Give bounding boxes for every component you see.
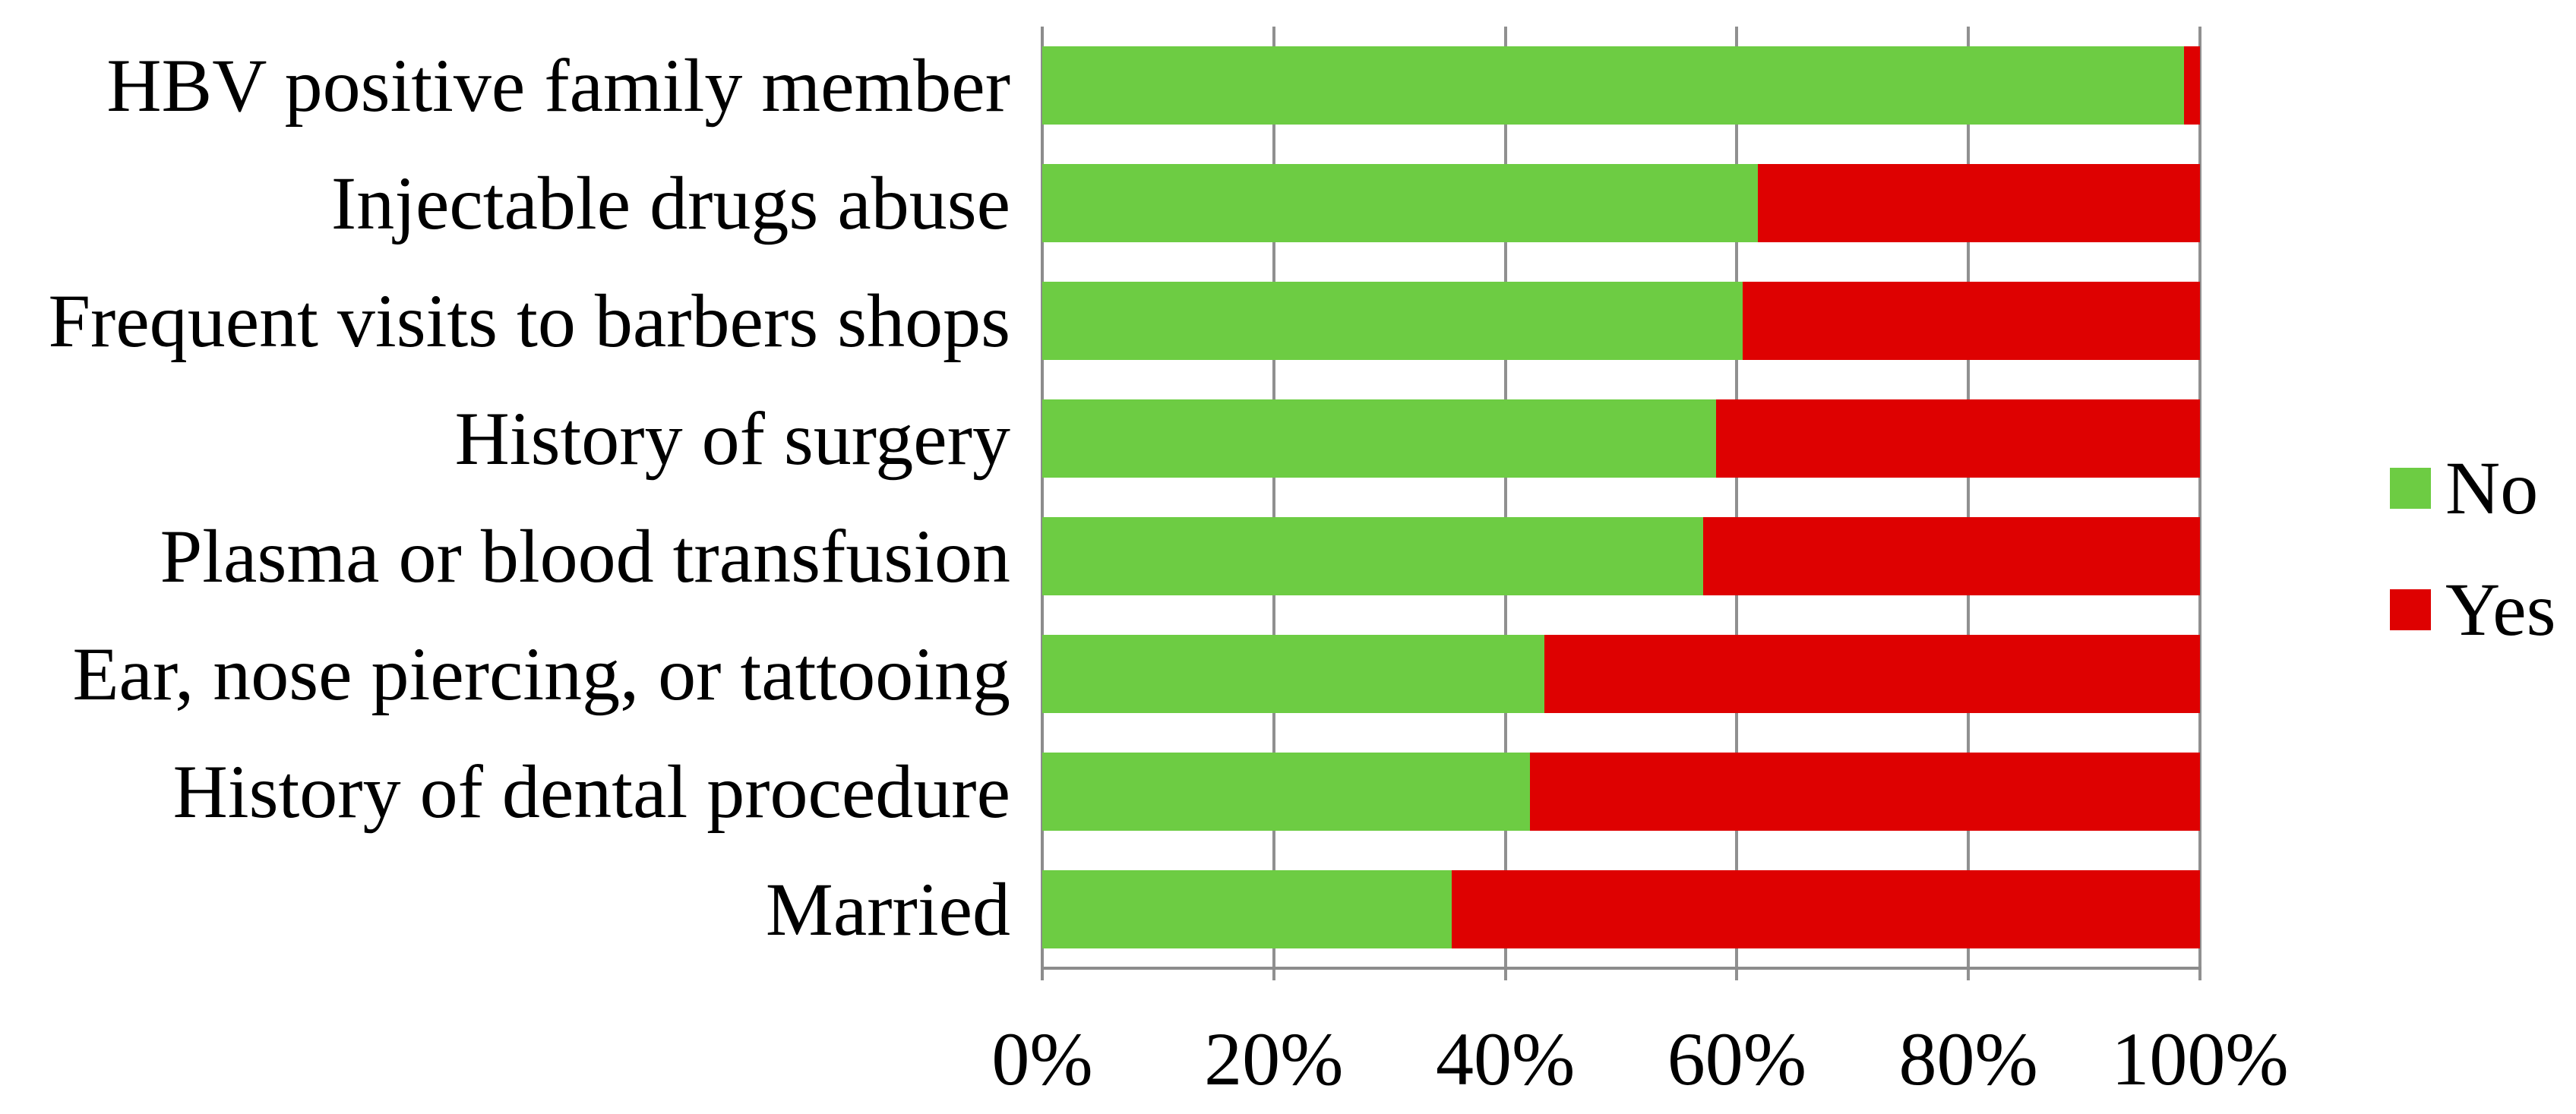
bar-segment-no xyxy=(1042,635,1545,713)
category-label: Married xyxy=(765,866,1010,951)
stacked-bar xyxy=(1042,753,2200,831)
gridline xyxy=(1735,27,1739,980)
x-axis-line xyxy=(1041,967,2201,970)
category-label: Plasma or blood transfusion xyxy=(160,513,1010,598)
bar-row xyxy=(1042,262,2200,380)
gridline xyxy=(1272,27,1275,980)
legend-swatch-yes xyxy=(2390,589,2431,630)
stacked-bar xyxy=(1042,282,2200,360)
stacked-bar xyxy=(1042,164,2200,242)
bars-layer xyxy=(1042,27,2200,968)
plot-area xyxy=(1041,27,2201,980)
bar-segment-yes xyxy=(1544,635,2200,713)
category-label: Injectable drugs abuse xyxy=(330,160,1010,245)
legend: No Yes xyxy=(2390,448,2556,691)
category-label: Ear, nose piercing, or tattooing xyxy=(72,631,1010,716)
legend-label: No xyxy=(2445,446,2539,530)
category-label: Frequent visits to barbers shops xyxy=(48,278,1010,363)
x-axis-tick-labels: 0% 20% 40% 60% 80% 100% xyxy=(991,1017,2288,1112)
bar-segment-no xyxy=(1042,399,1716,478)
bar-row xyxy=(1042,615,2200,733)
bar-row xyxy=(1042,27,2200,144)
bar-row xyxy=(1042,144,2200,262)
x-tick-label: 0% xyxy=(991,1017,1093,1101)
legend-item-no: No xyxy=(2390,448,2556,529)
y-axis-line xyxy=(1041,27,1044,980)
x-tick-label: 20% xyxy=(1204,1017,1344,1101)
bar-segment-yes xyxy=(2183,46,2200,125)
bar-row xyxy=(1042,497,2200,615)
bar-segment-no xyxy=(1042,282,1743,360)
stacked-bar xyxy=(1042,46,2200,125)
category-label: History of dental procedure xyxy=(172,749,1010,834)
bar-segment-no xyxy=(1042,753,1530,831)
legend-swatch-no xyxy=(2390,468,2431,509)
bar-row xyxy=(1042,733,2200,850)
gridline xyxy=(2198,27,2201,980)
x-tick-label: 80% xyxy=(1898,1017,2038,1101)
bar-segment-yes xyxy=(1757,164,2200,242)
bar-segment-yes xyxy=(1703,517,2200,595)
y-axis-category-labels: HBV positive family member Injectable dru… xyxy=(0,27,1042,968)
bar-segment-no xyxy=(1042,870,1452,948)
x-tick-label: 60% xyxy=(1667,1017,1807,1101)
bar-segment-yes xyxy=(1529,753,2200,831)
bar-segment-yes xyxy=(1743,282,2200,360)
bar-segment-no xyxy=(1042,46,2184,125)
bar-segment-no xyxy=(1042,517,1704,595)
legend-label: Yes xyxy=(2445,567,2556,652)
x-tick-label: 40% xyxy=(1435,1017,1576,1101)
bar-row xyxy=(1042,380,2200,497)
bar-segment-yes xyxy=(1452,870,2200,948)
gridline xyxy=(1967,27,1971,980)
stacked-bar xyxy=(1042,635,2200,713)
legend-item-yes: Yes xyxy=(2390,570,2556,650)
stacked-bar xyxy=(1042,870,2200,948)
category-label: HBV positive family member xyxy=(106,43,1010,128)
category-label: History of surgery xyxy=(454,396,1010,481)
bar-segment-yes xyxy=(1715,399,2200,478)
bar-segment-no xyxy=(1042,164,1758,242)
stacked-bar xyxy=(1042,399,2200,478)
stacked-bar xyxy=(1042,517,2200,595)
x-tick-label: 100% xyxy=(2111,1017,2289,1101)
bar-row xyxy=(1042,850,2200,968)
gridline xyxy=(1503,27,1507,980)
